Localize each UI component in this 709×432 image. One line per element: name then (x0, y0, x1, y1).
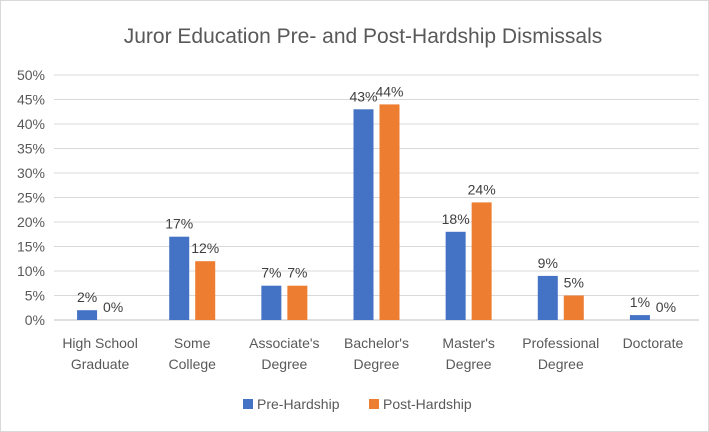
data-label: 7% (287, 265, 307, 281)
y-tick-label: 25% (17, 190, 45, 206)
bar-pre-hardship (169, 236, 190, 320)
bar-pre-hardship (77, 310, 98, 320)
y-tick-label: 50% (17, 67, 45, 83)
x-category-label: Associate's (249, 335, 319, 351)
x-category-label: Degree (538, 356, 584, 372)
x-axis-categories: High School Graduate Some College Associate'… (62, 335, 683, 372)
data-label: 44% (375, 83, 403, 99)
y-tick-label: 10% (17, 263, 45, 279)
legend-swatch (243, 399, 253, 409)
x-category-label: Some (174, 335, 211, 351)
x-category-label: Master's (442, 335, 494, 351)
y-axis-ticks: 0% 5% 10% 15% 20% 25% 30% 35% 40% 45% 50% (17, 67, 45, 328)
x-category-label: Degree (261, 356, 307, 372)
bar-post-hardship (563, 295, 584, 320)
x-category-label: Degree (446, 356, 492, 372)
data-label: 18% (442, 211, 470, 227)
bar-pre-hardship (629, 315, 650, 320)
data-label: 0% (103, 299, 123, 315)
bar-pre-hardship (353, 109, 374, 320)
bar-post-hardship (287, 285, 308, 320)
bar-post-hardship (471, 202, 492, 320)
x-category-label: College (168, 356, 216, 372)
data-label: 1% (630, 294, 650, 310)
data-label: 5% (564, 275, 584, 291)
legend-label: Post-Hardship (383, 396, 472, 412)
bar-post-hardship (379, 104, 400, 321)
data-label: 12% (191, 240, 219, 256)
gridlines (54, 74, 699, 321)
legend-swatch (369, 399, 379, 409)
data-label: 9% (538, 255, 558, 271)
data-labels: 2% 0% 17% 12% 7% 7% 43%44% 18% 24% 9% 5% 1% 0% (77, 83, 676, 315)
x-category-label: Graduate (71, 356, 130, 372)
bar-pre-hardship (445, 231, 466, 320)
x-category-label: Professional (522, 335, 599, 351)
y-tick-label: 0% (25, 312, 45, 328)
data-label: 7% (261, 265, 281, 281)
y-tick-label: 5% (25, 288, 45, 304)
data-label: 0% (656, 299, 676, 315)
y-tick-label: 15% (17, 239, 45, 255)
y-tick-label: 30% (17, 165, 45, 181)
x-category-label: High School (62, 335, 138, 351)
y-tick-label: 20% (17, 214, 45, 230)
y-tick-label: 45% (17, 92, 45, 108)
legend-label: Pre-Hardship (257, 396, 340, 412)
bar-pre-hardship (537, 275, 558, 320)
y-tick-label: 40% (17, 116, 45, 132)
x-category-label: Doctorate (623, 335, 684, 351)
x-category-label: Degree (354, 356, 400, 372)
data-label: 17% (165, 216, 193, 232)
chart-title: Juror Education Pre- and Post-Hardship D… (124, 25, 603, 48)
x-category-label: Bachelor's (344, 335, 409, 351)
data-label: 24% (468, 181, 496, 197)
legend: Pre-Hardship Post-Hardship (243, 396, 472, 412)
bar-pre-hardship (261, 285, 282, 320)
data-label: 43% (349, 88, 377, 104)
data-label: 2% (77, 289, 97, 305)
bars (77, 104, 650, 321)
y-tick-label: 35% (17, 141, 45, 157)
bar-post-hardship (195, 261, 216, 320)
